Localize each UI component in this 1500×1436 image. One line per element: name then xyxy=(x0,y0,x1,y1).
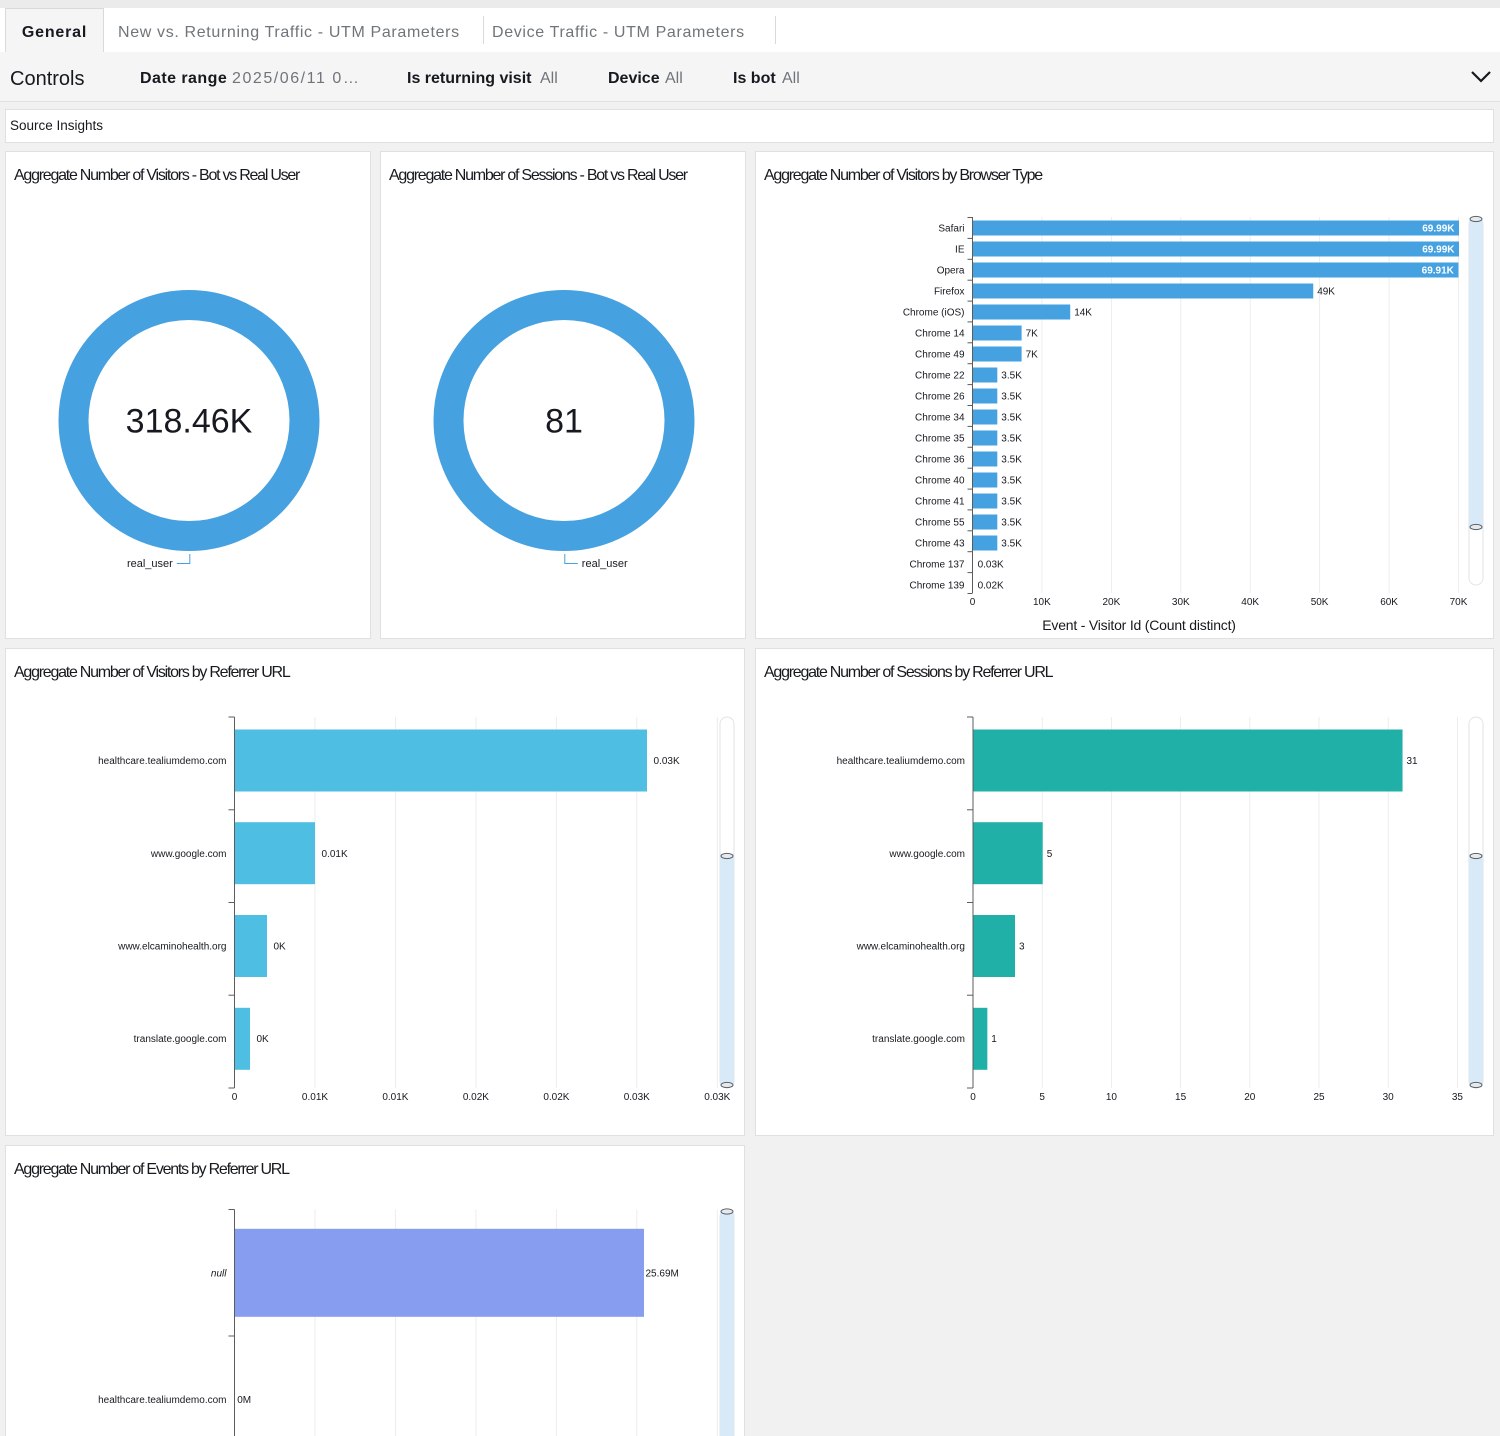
svg-text:0M: 0M xyxy=(237,1395,251,1406)
svg-text:0K: 0K xyxy=(257,1034,270,1045)
svg-text:3.5K: 3.5K xyxy=(1001,455,1022,466)
svg-text:20: 20 xyxy=(1244,1092,1256,1103)
svg-text:Chrome 22: Chrome 22 xyxy=(915,371,965,382)
svg-text:3.5K: 3.5K xyxy=(1001,539,1022,550)
svg-text:5: 5 xyxy=(1039,1092,1045,1103)
svg-text:null: null xyxy=(211,1268,227,1279)
svg-text:Chrome (iOS): Chrome (iOS) xyxy=(903,308,965,319)
svg-text:31: 31 xyxy=(1407,756,1419,767)
svg-text:healthcare.tealiumdemo.com: healthcare.tealiumdemo.com xyxy=(98,756,226,767)
svg-text:70K: 70K xyxy=(1450,597,1468,608)
svg-text:3.5K: 3.5K xyxy=(1001,371,1022,382)
svg-text:translate.google.com: translate.google.com xyxy=(134,1034,227,1045)
svg-text:0.03K: 0.03K xyxy=(624,1092,650,1103)
svg-text:Safari: Safari xyxy=(938,224,964,235)
svg-text:1: 1 xyxy=(991,1034,997,1045)
svg-text:14K: 14K xyxy=(1074,308,1092,319)
svg-text:30: 30 xyxy=(1383,1092,1395,1103)
svg-text:3.5K: 3.5K xyxy=(1001,476,1022,487)
svg-text:Chrome 34: Chrome 34 xyxy=(915,413,965,424)
svg-text:Chrome 35: Chrome 35 xyxy=(915,434,965,445)
svg-text:0: 0 xyxy=(232,1092,238,1103)
svg-text:25: 25 xyxy=(1313,1092,1325,1103)
svg-text:Chrome 137: Chrome 137 xyxy=(909,560,964,571)
svg-text:7K: 7K xyxy=(1026,350,1039,361)
svg-text:0.03K: 0.03K xyxy=(978,560,1004,571)
svg-text:Chrome 55: Chrome 55 xyxy=(915,518,965,529)
svg-text:3.5K: 3.5K xyxy=(1001,413,1022,424)
svg-text:5: 5 xyxy=(1047,849,1053,860)
svg-text:0.01K: 0.01K xyxy=(302,1092,328,1103)
svg-text:0.02K: 0.02K xyxy=(543,1092,569,1103)
svg-text:0: 0 xyxy=(970,597,976,608)
svg-text:healthcare.tealiumdemo.com: healthcare.tealiumdemo.com xyxy=(837,756,965,767)
svg-text:Chrome 43: Chrome 43 xyxy=(915,539,965,550)
svg-text:0.02K: 0.02K xyxy=(978,581,1004,592)
svg-text:real_user: real_user xyxy=(582,558,628,570)
svg-text:10: 10 xyxy=(1106,1092,1118,1103)
svg-text:7K: 7K xyxy=(1026,329,1039,340)
svg-text:25.69M: 25.69M xyxy=(646,1268,679,1279)
svg-text:Opera: Opera xyxy=(937,266,965,277)
svg-text:Chrome 41: Chrome 41 xyxy=(915,497,965,508)
svg-text:Chrome 49: Chrome 49 xyxy=(915,350,965,361)
svg-text:0.01K: 0.01K xyxy=(382,1092,408,1103)
svg-text:www.elcaminohealth.org: www.elcaminohealth.org xyxy=(117,942,226,953)
svg-text:IE: IE xyxy=(955,245,965,256)
svg-text:81: 81 xyxy=(545,403,583,441)
svg-text:3.5K: 3.5K xyxy=(1001,518,1022,529)
svg-text:Event - Visitor Id (Count dist: Event - Visitor Id (Count distinct) xyxy=(1042,617,1236,633)
svg-text:healthcare.tealiumdemo.com: healthcare.tealiumdemo.com xyxy=(98,1395,226,1406)
svg-text:10K: 10K xyxy=(1033,597,1051,608)
svg-text:60K: 60K xyxy=(1380,597,1398,608)
svg-text:www.google.com: www.google.com xyxy=(150,849,227,860)
svg-text:Chrome 14: Chrome 14 xyxy=(915,329,965,340)
svg-text:0: 0 xyxy=(970,1092,976,1103)
svg-text:0.02K: 0.02K xyxy=(463,1092,489,1103)
svg-text:20K: 20K xyxy=(1103,597,1121,608)
svg-text:3.5K: 3.5K xyxy=(1001,497,1022,508)
svg-text:0.01K: 0.01K xyxy=(322,849,348,860)
svg-text:40K: 40K xyxy=(1241,597,1259,608)
svg-text:Chrome 26: Chrome 26 xyxy=(915,392,965,403)
svg-text:15: 15 xyxy=(1175,1092,1187,1103)
svg-text:3: 3 xyxy=(1019,942,1025,953)
svg-text:30K: 30K xyxy=(1172,597,1190,608)
svg-text:69.99K: 69.99K xyxy=(1422,245,1455,256)
svg-text:translate.google.com: translate.google.com xyxy=(872,1034,965,1045)
svg-text:0K: 0K xyxy=(274,942,287,953)
svg-text:318.46K: 318.46K xyxy=(126,403,253,441)
svg-text:49K: 49K xyxy=(1317,287,1335,298)
svg-text:real_user: real_user xyxy=(127,558,173,570)
svg-text:www.google.com: www.google.com xyxy=(888,849,965,860)
svg-text:Firefox: Firefox xyxy=(934,287,965,298)
svg-text:3.5K: 3.5K xyxy=(1001,392,1022,403)
svg-text:Chrome 36: Chrome 36 xyxy=(915,455,965,466)
svg-text:69.91K: 69.91K xyxy=(1422,266,1455,277)
svg-text:Chrome 139: Chrome 139 xyxy=(909,581,964,592)
svg-text:0.03K: 0.03K xyxy=(704,1092,730,1103)
svg-text:www.elcaminohealth.org: www.elcaminohealth.org xyxy=(856,942,965,953)
svg-text:3.5K: 3.5K xyxy=(1001,434,1022,445)
svg-text:35: 35 xyxy=(1452,1092,1464,1103)
svg-text:Chrome 40: Chrome 40 xyxy=(915,476,965,487)
svg-text:69.99K: 69.99K xyxy=(1422,224,1455,235)
svg-text:0.03K: 0.03K xyxy=(654,756,680,767)
svg-text:50K: 50K xyxy=(1311,597,1329,608)
